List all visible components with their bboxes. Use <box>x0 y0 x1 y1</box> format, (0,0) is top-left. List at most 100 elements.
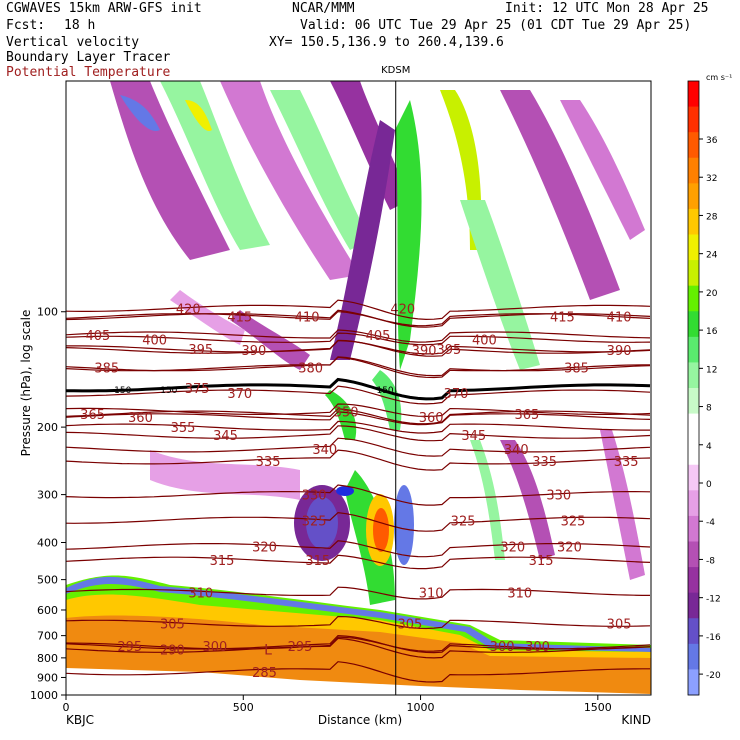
theta-contour-line <box>66 420 650 434</box>
y-tick-label: 600 <box>37 604 58 617</box>
legend-swatch <box>688 643 699 670</box>
theta-contour-line <box>66 554 651 570</box>
theta-contour-line <box>66 299 651 321</box>
theta-contour-label: 305 <box>160 617 185 632</box>
theta-contour-line <box>66 356 650 379</box>
theta-contour-label: 420 <box>390 302 415 317</box>
theta-contour-label: 340 <box>312 443 337 458</box>
theta-contour-label: 395 <box>436 343 461 358</box>
theta-contour-label: 370 <box>227 387 252 402</box>
legend-label: 36 <box>706 136 718 146</box>
legend-swatch <box>688 413 699 440</box>
legend-swatch <box>688 388 699 415</box>
y-tick-label: 700 <box>37 630 58 643</box>
theta-contour-label: 405 <box>366 329 391 344</box>
theta-contour-line <box>66 385 651 405</box>
x-tick-label: 1500 <box>584 701 612 714</box>
plot-frame <box>65 80 652 696</box>
theta-contour-label: 315 <box>305 554 330 569</box>
legend-swatch <box>688 567 699 594</box>
x-tick-label: 500 <box>233 701 254 714</box>
legend-swatch <box>688 81 699 108</box>
theta-contour-label: 330 <box>302 489 327 504</box>
legend-swatch <box>688 592 699 619</box>
legend-label: 16 <box>706 327 718 337</box>
legend-label: -16 <box>706 633 721 643</box>
legend-label: 4 <box>706 442 712 452</box>
theta-contour-line <box>66 425 651 442</box>
valid-time: Valid: 06 UTC Tue 29 Apr 25 (01 CDT Tue … <box>300 18 692 33</box>
theta-contour-line <box>66 661 650 683</box>
x-axis-label: Distance (km) <box>318 713 402 727</box>
legend-swatch <box>688 234 699 261</box>
theta-contour-line <box>66 586 650 600</box>
wave-band-purple <box>220 81 360 280</box>
wave-band-green <box>395 100 422 370</box>
theta-contour-label: 325 <box>561 514 586 529</box>
wave-band-green <box>460 200 540 370</box>
forecast-hour: 18 h <box>64 18 96 33</box>
wave-band-green <box>372 370 402 430</box>
theta-contour-line <box>66 540 651 558</box>
y-tick-label: 500 <box>37 574 58 587</box>
legend-swatch <box>688 464 699 491</box>
wave-band-purple <box>150 450 300 500</box>
x-axis-ticks: 0 500 1000 1500 <box>63 695 612 714</box>
theta-contour-label: 150 <box>160 386 177 396</box>
wave-band-green <box>325 390 357 440</box>
center-name: NCAR/MMM <box>292 1 355 16</box>
wave-band-purple <box>330 81 410 210</box>
legend-swatch <box>688 669 699 696</box>
legend-swatch <box>688 183 699 210</box>
theta-contour-label: 305 <box>397 617 422 632</box>
wave-band-purple <box>600 430 645 580</box>
theta-contour-label: 410 <box>295 311 320 326</box>
theta-contour-label: 315 <box>529 554 554 569</box>
theta-contour-label: 410 <box>607 311 632 326</box>
legend-swatch <box>688 336 699 363</box>
theta-contour-label: 360 <box>128 411 153 426</box>
y-tick-label: 300 <box>37 489 58 502</box>
theta-contour-label: 390 <box>607 344 632 359</box>
forecast-label: Fcst: <box>6 18 46 33</box>
theta-contour-label: 365 <box>514 408 539 423</box>
theta-contour-label: 385 <box>94 362 119 377</box>
theta-contour-label: 365 <box>80 408 105 423</box>
theta-contour-line <box>66 329 651 343</box>
legend-swatch <box>688 285 699 312</box>
y-tick-label: 1000 <box>30 689 58 702</box>
theta-contour-label: 390 <box>412 344 437 359</box>
theta-contour-label: 380 <box>298 362 323 377</box>
theta-contour-label: 355 <box>171 421 196 436</box>
field-potential-temperature: Potential Temperature <box>6 65 171 80</box>
legend-color-bar <box>687 80 700 696</box>
legend-swatch <box>688 439 699 466</box>
theta-contour-label: 325 <box>451 514 476 529</box>
legend-labels: 36 32 28 24 20 16 12 8 4 0 -4 -8 -12 -16 -20 <box>699 136 721 681</box>
theta-contour-label: 300 <box>490 640 515 655</box>
theta-contour-label: 340 <box>504 443 529 458</box>
legend-swatch <box>688 132 699 159</box>
legend-label: 0 <box>706 480 712 490</box>
legend-label: 12 <box>706 365 717 375</box>
theta-contour-line <box>66 637 651 659</box>
y-tick-label: 200 <box>37 421 58 434</box>
wave-band-purple <box>560 100 645 240</box>
station-marker-label: KDSM <box>381 65 410 76</box>
legend-swatch <box>688 106 699 133</box>
theta-contour-label: 320 <box>252 541 277 556</box>
theta-contour-line <box>66 377 651 401</box>
y-tick-label: 800 <box>37 652 58 665</box>
theta-contour-label: 415 <box>227 311 252 326</box>
y-axis-label: Pressure (hPa), log scale <box>19 310 33 457</box>
theta-contour-label: 285 <box>252 666 277 681</box>
legend-label: -4 <box>706 518 715 528</box>
downdraft-spot <box>336 486 354 496</box>
theta-contour-line <box>66 511 651 532</box>
wave-band-green <box>470 440 505 560</box>
downdraft-core <box>306 497 338 549</box>
theta-contour-label: 360 <box>419 411 444 426</box>
theta-contour-line <box>66 403 651 418</box>
legend-swatch <box>688 208 699 235</box>
